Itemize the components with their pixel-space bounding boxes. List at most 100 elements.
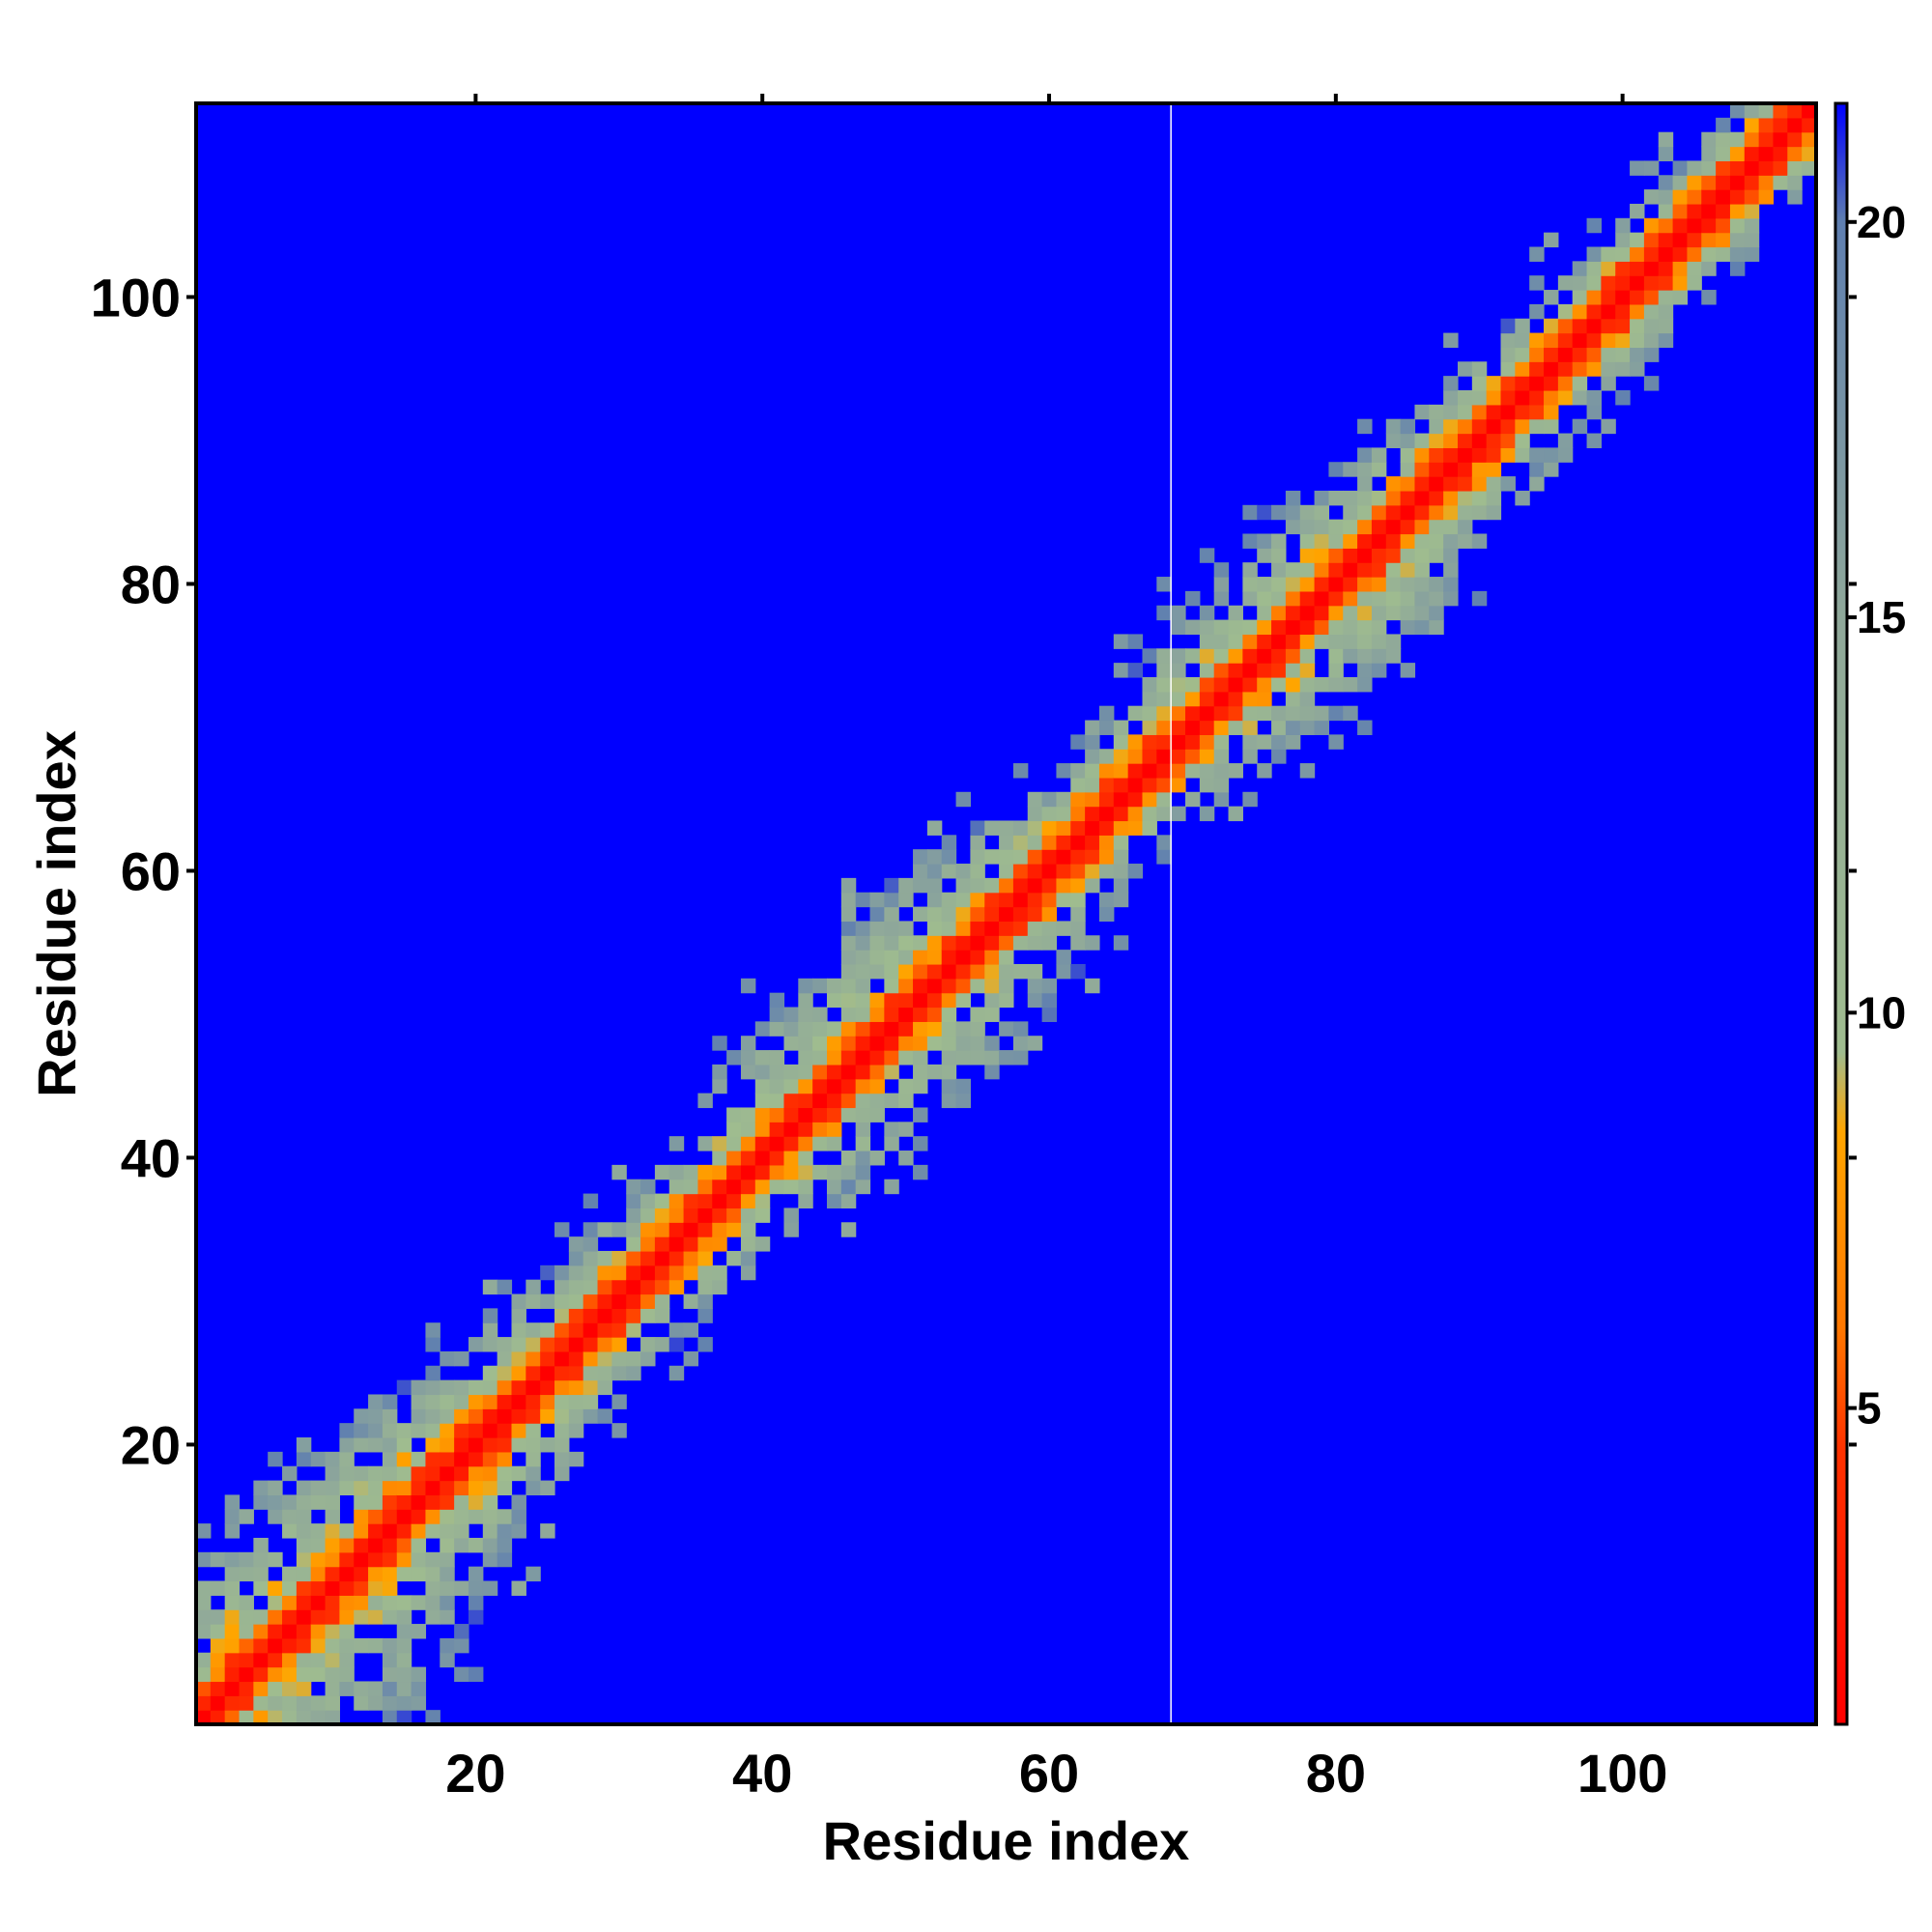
heatmap-cell — [1299, 590, 1316, 607]
heatmap-cell — [482, 1480, 498, 1496]
heatmap-cell — [425, 1437, 440, 1453]
heatmap-cell — [1127, 806, 1144, 822]
heatmap-cell — [884, 1122, 899, 1137]
heatmap-cell — [554, 1264, 570, 1281]
heatmap-cell — [497, 1365, 513, 1381]
heatmap-cell — [1615, 332, 1631, 349]
heatmap-cell — [1328, 590, 1344, 607]
heatmap-cell — [640, 1193, 656, 1209]
heatmap-cell — [826, 1164, 842, 1180]
heatmap-cell — [325, 1480, 341, 1496]
heatmap-cell — [783, 1122, 799, 1137]
heatmap-cell — [325, 1595, 341, 1610]
heatmap-cell — [740, 1236, 756, 1252]
heatmap-cell — [282, 1624, 298, 1639]
heatmap-cell — [1586, 361, 1602, 377]
heatmap-cell — [1572, 261, 1588, 276]
heatmap-cell — [1500, 447, 1516, 463]
heatmap-cell — [268, 1609, 283, 1625]
heatmap-cell — [382, 1566, 398, 1582]
heatmap-cell — [368, 1423, 384, 1438]
heatmap-cell — [382, 1551, 398, 1568]
heatmap-cell — [999, 1021, 1014, 1037]
heatmap-cell — [310, 1595, 327, 1610]
heatmap-cell — [913, 1136, 928, 1151]
heatmap-cell — [1557, 447, 1574, 463]
heatmap-cell — [1242, 791, 1258, 808]
heatmap-cell — [1586, 303, 1602, 320]
heatmap-cell — [1802, 131, 1817, 148]
heatmap-cell — [1113, 820, 1129, 836]
heatmap-cell — [1271, 720, 1287, 735]
heatmap-cell — [1385, 548, 1402, 563]
heatmap-cell — [1572, 389, 1588, 406]
heatmap-cell — [1199, 605, 1215, 621]
heatmap-cell — [1385, 490, 1402, 506]
heatmap-cell — [1601, 261, 1616, 276]
heatmap-cell — [970, 906, 985, 923]
heatmap-cell — [1630, 160, 1645, 176]
heatmap-cell — [1557, 376, 1574, 391]
heatmap-cell — [726, 1122, 742, 1137]
heatmap-cell — [1171, 806, 1186, 822]
heatmap-cell — [1672, 160, 1689, 176]
heatmap-cell — [1328, 676, 1344, 693]
heatmap-cell — [1471, 361, 1488, 377]
heatmap-cell — [712, 1136, 727, 1151]
heatmap-cell — [1357, 548, 1373, 563]
heatmap-cell — [970, 849, 985, 865]
heatmap-cell — [970, 877, 985, 894]
heatmap-cell — [1199, 806, 1215, 822]
heatmap-cell — [999, 849, 1014, 865]
heatmap-cell — [955, 978, 971, 994]
heatmap-cell — [1098, 864, 1115, 879]
heatmap-cell — [712, 1222, 727, 1237]
heatmap-cell — [683, 1208, 699, 1223]
heatmap-cell — [396, 1609, 412, 1625]
heatmap-cell — [1271, 504, 1287, 521]
heatmap-cell — [798, 1036, 813, 1051]
heatmap-cell — [382, 1509, 398, 1524]
heatmap-cell — [1328, 663, 1344, 678]
heatmap-cell — [984, 950, 1000, 965]
heatmap-cell — [411, 1465, 427, 1482]
heatmap-cell — [984, 892, 1000, 908]
heatmap-cell — [253, 1566, 269, 1582]
heatmap-cell — [568, 1236, 584, 1252]
heatmap-cell — [926, 906, 943, 923]
heatmap-cell — [941, 950, 957, 965]
heatmap-cell — [425, 1451, 440, 1467]
heatmap-cell — [440, 1551, 455, 1568]
heatmap-cell — [1357, 619, 1373, 636]
heatmap-cell — [526, 1566, 541, 1582]
heatmap-cell — [626, 1193, 641, 1209]
heatmap-cell — [869, 1151, 885, 1166]
heatmap-cell — [1385, 590, 1402, 607]
heatmap-cell — [268, 1451, 283, 1467]
heatmap-cell — [224, 1666, 241, 1683]
heatmap-cell — [955, 1021, 971, 1037]
heatmap-cell — [1586, 261, 1602, 276]
heatmap-cell — [1457, 476, 1473, 492]
heatmap-cell — [268, 1710, 283, 1725]
heatmap-cell — [1041, 849, 1058, 865]
heatmap-cell — [339, 1423, 355, 1438]
heatmap-cell — [1185, 734, 1201, 750]
heatmap-cell — [1701, 203, 1717, 219]
heatmap-cell — [497, 1337, 513, 1352]
heatmap-cell — [468, 1580, 484, 1596]
heatmap-cell — [712, 1164, 727, 1180]
heatmap-cell — [268, 1681, 283, 1696]
heatmap-cell — [1213, 720, 1230, 735]
heatmap-cell — [1070, 806, 1086, 822]
heatmap-cell — [941, 935, 957, 951]
heatmap-cell — [411, 1624, 427, 1639]
heatmap-cell — [683, 1293, 699, 1309]
heatmap-cell — [1443, 590, 1459, 607]
heatmap-cell — [1228, 663, 1243, 678]
heatmap-cell — [1027, 1036, 1043, 1051]
heatmap-cell — [1443, 504, 1459, 521]
heatmap-cell — [482, 1322, 498, 1338]
heatmap-cell — [482, 1423, 498, 1438]
heatmap-cell — [582, 1293, 599, 1309]
